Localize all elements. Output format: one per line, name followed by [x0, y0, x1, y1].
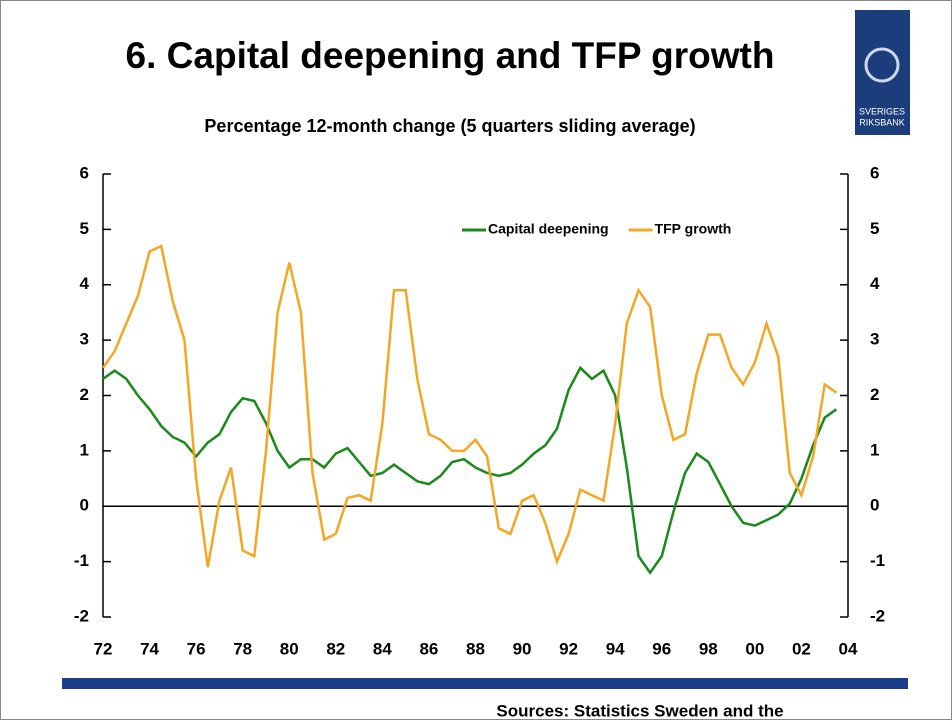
x-tick-label: 90 — [513, 639, 532, 658]
y-tick-label: 1 — [80, 440, 89, 459]
legend-label: TFP growth — [655, 221, 732, 237]
x-tick-label: 92 — [559, 639, 578, 658]
y-tick-label: -1 — [74, 551, 89, 570]
x-tick-label: 82 — [326, 639, 345, 658]
footer-bar — [62, 678, 908, 689]
x-tick-label: 86 — [419, 639, 438, 658]
logo-text: RIKSBANK — [859, 117, 905, 127]
line-series — [101, 244, 838, 568]
y2-tick-label: -1 — [870, 551, 885, 570]
source: Sources: Statistics Sweden and the — [496, 701, 783, 720]
y2-tick-label: 4 — [870, 274, 880, 293]
x-tick-label: 76 — [187, 639, 206, 658]
x-tick-label: 84 — [373, 639, 392, 658]
x-tick-label: 74 — [140, 639, 159, 658]
legend-label: Capital deepening — [488, 221, 609, 237]
x-tick-label: 04 — [839, 639, 858, 658]
logo — [855, 10, 910, 135]
y2-tick-label: 5 — [870, 219, 879, 238]
x-tick-label: 00 — [745, 639, 764, 658]
line-series — [102, 365, 838, 575]
y2-tick-label: 2 — [870, 385, 879, 404]
x-tick-label: 88 — [466, 639, 485, 658]
y-tick-label: 5 — [80, 219, 89, 238]
logo-emblem — [864, 47, 900, 83]
x-tick-label: 72 — [94, 639, 113, 658]
y2-tick-label: 6 — [870, 163, 879, 182]
y-tick-label: 6 — [80, 163, 89, 182]
x-tick-label: 80 — [280, 639, 299, 658]
x-tick-label: 94 — [606, 639, 625, 658]
y-tick-label: 0 — [80, 496, 89, 515]
y2-tick-label: 0 — [870, 496, 879, 515]
x-tick-label: 02 — [792, 639, 811, 658]
chart-title: 6. Capital deepening and TFP growth — [126, 35, 775, 76]
y2-tick-label: -2 — [870, 606, 885, 625]
x-tick-label: 96 — [652, 639, 671, 658]
subtitle: Percentage 12-month change (5 quarters s… — [204, 116, 695, 136]
y2-tick-label: 1 — [870, 440, 879, 459]
y-tick-label: 3 — [80, 330, 89, 349]
y2-tick-label: 3 — [870, 330, 879, 349]
x-tick-label: 98 — [699, 639, 718, 658]
x-tick-label: 78 — [233, 639, 252, 658]
y-tick-label: -2 — [74, 606, 89, 625]
logo-text: SVERIGES — [859, 106, 905, 116]
y-tick-label: 2 — [80, 385, 89, 404]
y-tick-label: 4 — [80, 274, 90, 293]
